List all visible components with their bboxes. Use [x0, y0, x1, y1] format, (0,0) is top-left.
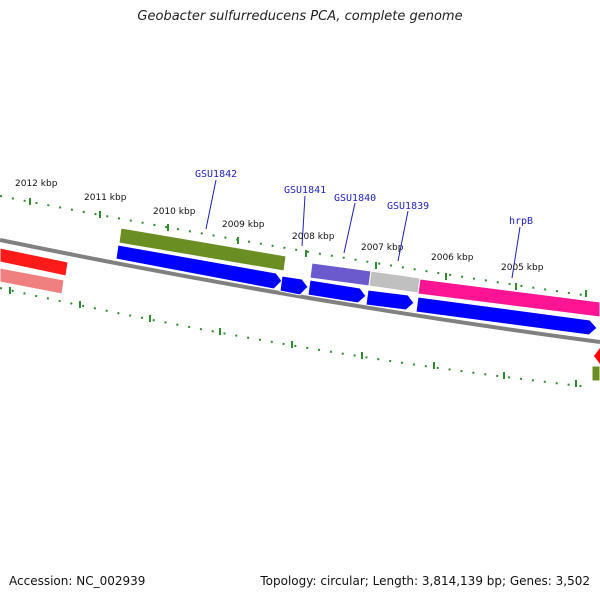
accession-text: Accession: NC_002939: [9, 574, 146, 588]
kbp-labels: 2012 kbp 2011 kbp 2010 kbp 2009 kbp 2008…: [15, 179, 544, 273]
gene-feature-red[interactable]: [0, 247, 69, 277]
kbp-label-2008: 2008 kbp: [292, 232, 335, 242]
kbp-label-2007: 2007 kbp: [361, 243, 404, 253]
gene-feature-olive-edge[interactable]: [591, 365, 600, 382]
kbp-label-2009: 2009 kbp: [222, 220, 265, 230]
gene-feature-hrpb[interactable]: [417, 278, 600, 318]
gene-feature-pink[interactable]: [0, 267, 65, 295]
kbp-label-2005: 2005 kbp: [501, 263, 544, 273]
genome-summary-text: Topology: circular; Length: 3,814,139 bp…: [260, 574, 590, 588]
gene-feature-blue-4[interactable]: [365, 289, 415, 311]
gene-label-gsu1840[interactable]: GSU1840: [334, 193, 376, 204]
gene-feature-blue-5[interactable]: [415, 296, 598, 336]
inner-major-ticks: [9, 287, 577, 387]
outer-major-ticks: [29, 198, 587, 297]
gene-feature-blue-3[interactable]: [307, 279, 367, 304]
inner-tick-ring: [0, 287, 591, 388]
genome-backbone: [0, 238, 600, 344]
kbp-label-2006: 2006 kbp: [431, 253, 474, 263]
map-title: Geobacter sulfurreducens PCA, complete g…: [137, 9, 463, 24]
gene-label-gsu1842[interactable]: GSU1842: [195, 169, 237, 180]
reverse-strand-features: [0, 244, 600, 364]
gene-feature-red-edge[interactable]: [594, 348, 600, 364]
gene-feature-blue-2[interactable]: [279, 275, 309, 296]
kbp-label-2011: 2011 kbp: [84, 193, 127, 203]
forward-strand-features: [0, 227, 600, 382]
gene-feature-gsu1842[interactable]: [118, 227, 287, 272]
gene-feature-blue-1[interactable]: [115, 244, 283, 290]
gene-labels: GSU1842 GSU1841 GSU1840 GSU1839 hrpB: [195, 169, 533, 227]
gene-label-gsu1841[interactable]: GSU1841: [284, 185, 326, 196]
gene-label-gsu1839[interactable]: GSU1839: [387, 201, 429, 212]
kbp-label-2010: 2010 kbp: [153, 207, 196, 217]
gene-label-leaders: [205, 179, 521, 279]
gene-feature-gsu1839[interactable]: [368, 270, 421, 294]
outer-tick-ring: [0, 195, 591, 297]
kbp-label-2012: 2012 kbp: [15, 179, 58, 189]
gene-label-hrpb[interactable]: hrpB: [509, 216, 533, 227]
